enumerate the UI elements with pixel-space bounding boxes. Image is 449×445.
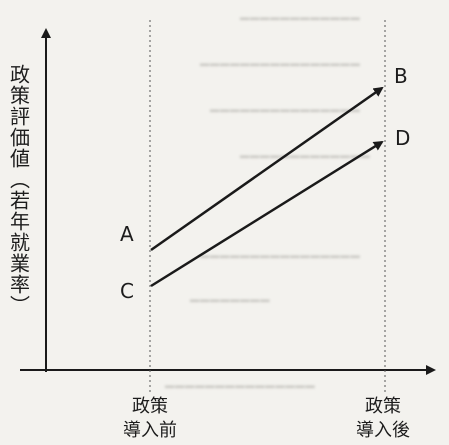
y-axis-label: 政策評価値（若年就業率） <box>6 64 31 316</box>
bleed-through-text: ━━━━━━━━ <box>190 292 271 310</box>
x-tick-before: 政策 導入前 <box>105 395 195 443</box>
bleed-through-text: ━━━━━━━━━━━━━━━━ <box>200 56 361 74</box>
x-tick-line: 政策 <box>132 396 168 417</box>
arrow-c-to-d <box>150 140 384 288</box>
bleed-through-text: ━━━━━━━━━━━━━━━ <box>210 102 361 120</box>
x-tick-after: 政策 導入後 <box>338 395 428 443</box>
bleed-through-text: ━━━━━━━━━━━━━━━━ <box>200 248 361 266</box>
point-d-label: D <box>395 126 411 150</box>
bleed-through-text: ━━━━━━━━━━━━ <box>240 10 361 28</box>
arrow-a-to-b <box>150 86 384 252</box>
bleed-through-text: ━━━━━━━━━━━━━━━ <box>165 378 316 396</box>
point-a-label: A <box>120 222 134 246</box>
x-tick-line: 導入前 <box>123 420 177 441</box>
x-tick-line: 導入後 <box>356 420 410 441</box>
x-tick-line: 政策 <box>365 396 401 417</box>
bleed-through-text: ━━━━━━━━━━━━━ <box>240 148 371 166</box>
point-c-label: C <box>120 279 134 303</box>
point-b-label: B <box>394 64 408 88</box>
